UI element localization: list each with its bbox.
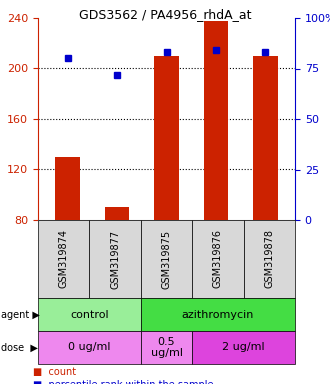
Text: GDS3562 / PA4956_rhdA_at: GDS3562 / PA4956_rhdA_at [79,8,251,21]
Text: GSM319875: GSM319875 [161,229,172,288]
Bar [204,20,228,220]
Text: 2 ug/ml: 2 ug/ml [222,343,265,353]
Text: 0 ug/ml: 0 ug/ml [68,343,111,353]
Bar [105,207,129,220]
Text: ■  count: ■ count [33,367,76,377]
Text: GSM319877: GSM319877 [110,229,120,288]
Text: GSM319874: GSM319874 [59,230,69,288]
Text: 0.5
ug/ml: 0.5 ug/ml [150,337,182,358]
Bar [154,56,179,220]
Text: agent ▶: agent ▶ [1,310,40,319]
Text: GSM319878: GSM319878 [264,230,274,288]
Text: azithromycin: azithromycin [182,310,254,319]
Text: ■  percentile rank within the sample: ■ percentile rank within the sample [33,380,214,384]
Bar [55,157,80,220]
Bar [253,56,278,220]
Text: dose  ▶: dose ▶ [1,343,38,353]
Text: GSM319876: GSM319876 [213,230,223,288]
Text: control: control [70,310,109,319]
